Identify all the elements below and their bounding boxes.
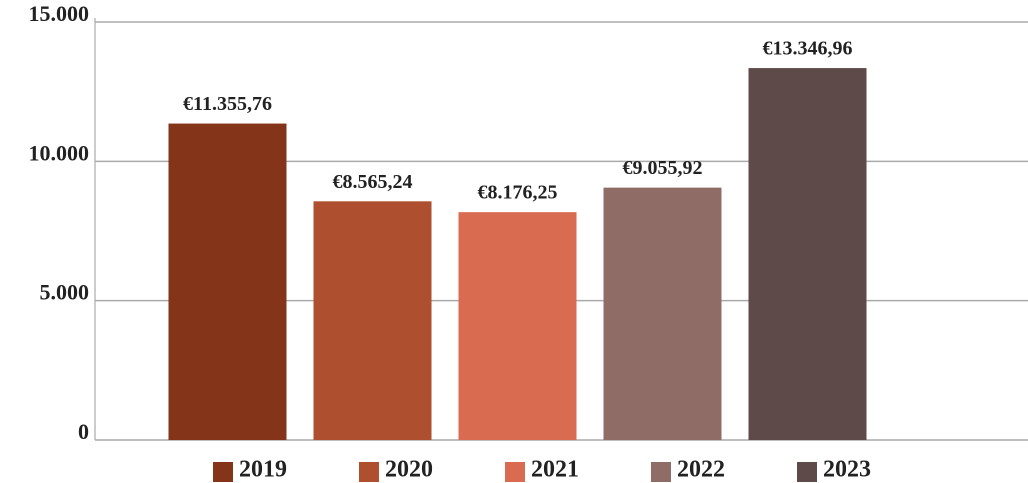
data-label: €8.565,24: [333, 171, 413, 193]
legend-swatch: [651, 462, 671, 482]
bar: [603, 187, 722, 440]
data-label: €11.355,76: [183, 93, 272, 115]
legend-swatch: [505, 462, 525, 482]
bar: [748, 68, 867, 441]
bar: [313, 201, 432, 440]
y-tick-label: 5.000: [40, 280, 90, 305]
legend-label: 2023: [823, 457, 871, 483]
data-label: €8.176,25: [478, 182, 558, 204]
bar: [168, 123, 287, 440]
y-tick-label: 10.000: [29, 140, 90, 165]
legend-swatch: [359, 462, 379, 482]
data-label: €9.055,92: [623, 157, 703, 179]
y-tick-label: 0: [78, 419, 89, 444]
legend-label: 2022: [677, 457, 725, 483]
legend-swatch: [213, 462, 233, 482]
legend-label: 2021: [531, 457, 579, 483]
legend-label: 2019: [239, 457, 287, 483]
legend-label: 2020: [385, 457, 433, 483]
data-label: €13.346,96: [763, 38, 853, 60]
bar: [458, 212, 577, 440]
legend-swatch: [797, 462, 817, 482]
y-tick-label: 15.000: [29, 1, 90, 26]
